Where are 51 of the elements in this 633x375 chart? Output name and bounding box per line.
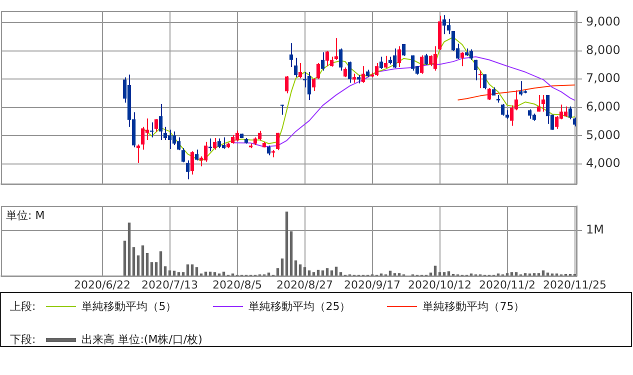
bar bbox=[280, 258, 284, 276]
annotation: 単位: M bbox=[6, 208, 45, 224]
bar bbox=[136, 255, 140, 276]
bar bbox=[312, 272, 316, 276]
bar bbox=[334, 266, 338, 276]
y-tick-label: 4,000 bbox=[586, 156, 620, 170]
bar bbox=[164, 266, 167, 276]
bar bbox=[141, 245, 144, 276]
bar bbox=[294, 260, 298, 276]
legend-title: 下段: bbox=[10, 332, 36, 347]
bar bbox=[438, 272, 442, 276]
bar bbox=[150, 262, 154, 276]
x-tick-label: 2020/6/22 bbox=[74, 278, 130, 292]
bar bbox=[285, 212, 288, 276]
y-tick-label: 8,000 bbox=[586, 42, 620, 57]
legend-label: 単純移動平均（75） bbox=[422, 299, 525, 314]
bar bbox=[123, 240, 126, 276]
x-tick-label: 2020/8/5 bbox=[212, 278, 262, 292]
bar bbox=[514, 272, 518, 276]
bar bbox=[132, 247, 136, 276]
x-tick-label: 2020/11/25 bbox=[543, 278, 606, 292]
bar bbox=[303, 267, 306, 276]
y-tick-label: 1M bbox=[586, 222, 604, 236]
bar bbox=[195, 267, 198, 276]
bar bbox=[204, 272, 208, 276]
x-tick-label: 2020/10/12 bbox=[408, 278, 472, 292]
bar bbox=[146, 253, 149, 276]
bar bbox=[213, 272, 216, 276]
legend-label: 単純移動平均（5） bbox=[82, 299, 177, 314]
y-tick-label: 9,000 bbox=[586, 14, 620, 29]
bar bbox=[177, 272, 180, 276]
bar bbox=[339, 272, 342, 276]
bar bbox=[182, 272, 185, 276]
x-tick-label: 2020/8/27 bbox=[276, 278, 333, 292]
bar bbox=[442, 272, 446, 276]
y-tick-label: 6,000 bbox=[586, 100, 620, 114]
legend-title: 上段: bbox=[10, 299, 36, 314]
bar bbox=[222, 272, 226, 276]
y-tick-label: 7,000 bbox=[586, 71, 620, 86]
legend-label: 出来高 単位:(M株/口/枚) bbox=[82, 332, 202, 347]
bar bbox=[208, 272, 212, 276]
bar bbox=[290, 231, 293, 276]
x-tick-label: 2020/11/2 bbox=[479, 278, 536, 292]
x-tick-label: 2020/7/13 bbox=[142, 278, 198, 292]
x-tick-label: 2020/9/17 bbox=[344, 278, 400, 292]
legend-label: 単純移動平均（25） bbox=[248, 299, 351, 314]
bar bbox=[128, 222, 131, 276]
bar bbox=[154, 262, 158, 276]
bar bbox=[159, 251, 162, 276]
bar bbox=[510, 272, 514, 276]
y-tick-label: 5,000 bbox=[586, 128, 620, 142]
